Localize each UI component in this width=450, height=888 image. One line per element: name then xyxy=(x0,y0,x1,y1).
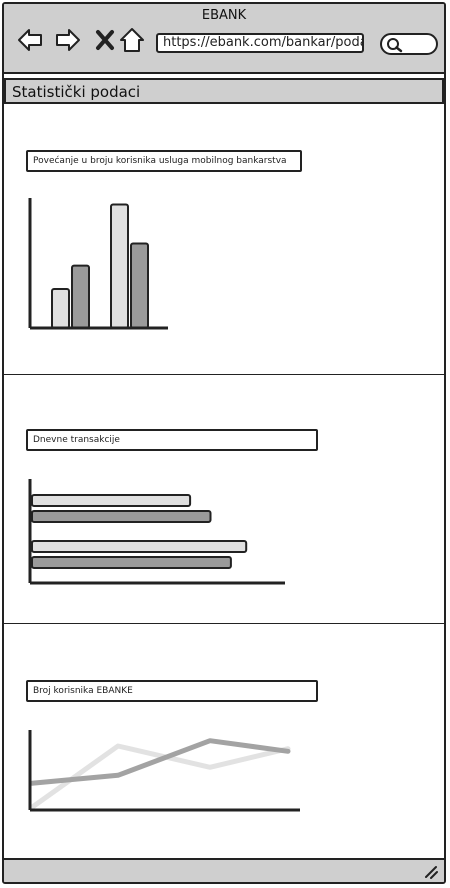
chart-title-daily-transactions: Dnevne transakcije xyxy=(26,429,318,451)
hbar-g1-s0 xyxy=(31,540,248,553)
search-icon xyxy=(387,38,403,53)
forward-arrow-icon[interactable] xyxy=(54,26,82,54)
line-series-0 xyxy=(29,743,291,810)
vertical-bar-chart xyxy=(28,198,168,330)
line-series-1 xyxy=(29,738,291,786)
bar-g1-s1 xyxy=(130,242,149,329)
window-title: EBANK xyxy=(201,8,247,23)
horizontal-bar-chart xyxy=(28,479,285,585)
page-header: Statistički podaci xyxy=(4,78,444,104)
page-title: Statistički podaci xyxy=(12,83,141,101)
chart-panel-ebank-users: Broj korisnika EBANKE xyxy=(4,624,444,862)
chart-title-mobile-users: Povećanje u broju korisnika usluga mobil… xyxy=(26,150,302,172)
bar-g0-s1 xyxy=(71,264,90,330)
hbar-g0-s1 xyxy=(31,510,212,523)
address-bar[interactable]: https://ebank.com/bankar/poda xyxy=(156,33,364,53)
bar-g1-s0 xyxy=(110,203,129,329)
close-x-icon[interactable] xyxy=(92,26,120,54)
status-bar xyxy=(4,858,444,882)
chart-panel-daily-transactions: Dnevne transakcije xyxy=(4,375,444,624)
bar-g0-s0 xyxy=(51,288,70,329)
search-box[interactable] xyxy=(380,33,438,55)
back-arrow-icon[interactable] xyxy=(16,26,44,54)
browser-titlebar: EBANK https://ebank.com/bankar/poda xyxy=(4,4,444,74)
home-icon[interactable] xyxy=(118,26,146,54)
line-chart xyxy=(28,730,300,812)
chart-panel-mobile-users: Povećanje u broju korisnika usluga mobil… xyxy=(4,104,444,375)
hbar-g1-s1 xyxy=(31,556,232,569)
hbar-g0-s0 xyxy=(31,494,192,507)
resize-grip-icon[interactable] xyxy=(424,865,438,879)
chart-title-ebank-users: Broj korisnika EBANKE xyxy=(26,680,318,702)
